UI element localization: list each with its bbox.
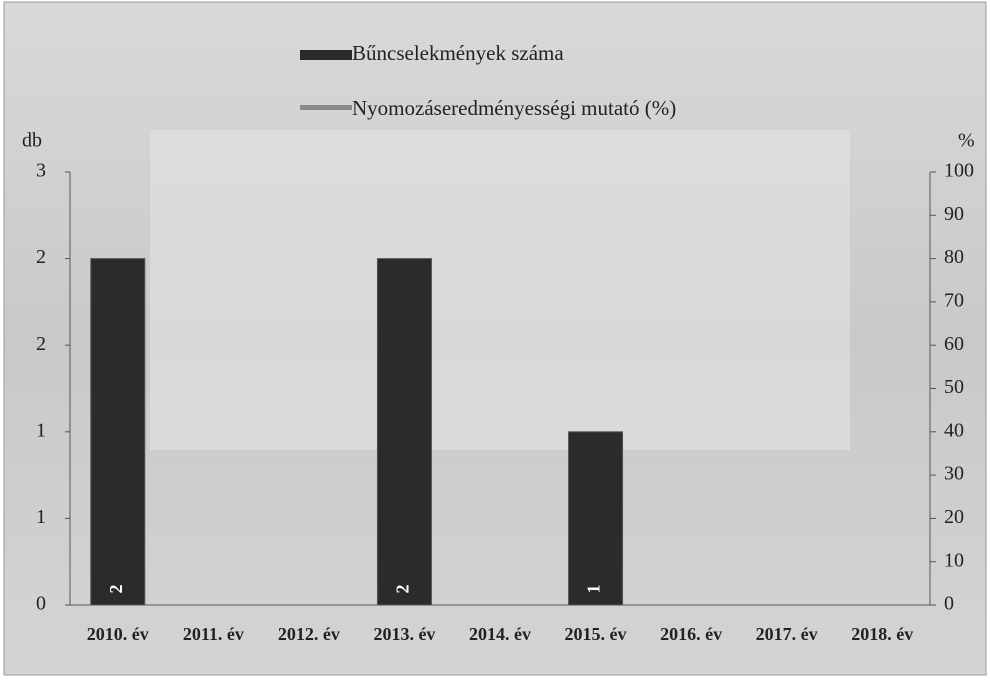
y2-tick-label: 100 xyxy=(944,160,974,182)
y-tick-label: 1 xyxy=(36,419,46,441)
y2-tick-label: 40 xyxy=(944,419,964,441)
bar xyxy=(90,258,146,606)
x-tick-label: 2017. év xyxy=(756,624,818,644)
x-tick-label: 2010. év xyxy=(87,624,149,644)
y-tick-label: 1 xyxy=(36,506,46,528)
x-tick-label: 2013. év xyxy=(373,624,435,644)
value-label: 1 xyxy=(584,585,604,594)
x-tick-label: 2011. év xyxy=(183,624,244,644)
value-label: 2 xyxy=(106,585,126,594)
y2-tick-label: 70 xyxy=(944,289,964,311)
y-tick-label: 2 xyxy=(36,333,46,355)
y-tick-label: 2 xyxy=(36,246,46,268)
x-tick-label: 2012. év xyxy=(278,624,340,644)
background-building xyxy=(150,130,850,450)
y2-tick-label: 80 xyxy=(944,246,964,268)
x-tick-label: 2016. év xyxy=(660,624,722,644)
y2-tick-label: 60 xyxy=(944,333,964,355)
y-tick-label: 0 xyxy=(36,593,46,615)
y-axis-label: db xyxy=(22,130,42,152)
y2-tick-label: 90 xyxy=(944,203,964,225)
legend-swatch xyxy=(300,50,352,60)
bar xyxy=(376,258,432,606)
legend-label: Bűncselekmények száma xyxy=(352,41,564,65)
y2-tick-label: 10 xyxy=(944,549,964,571)
x-tick-label: 2015. év xyxy=(565,624,627,644)
x-tick-label: 2014. év xyxy=(469,624,531,644)
bar xyxy=(568,431,624,606)
y2-tick-label: 20 xyxy=(944,506,964,528)
y2-tick-label: 30 xyxy=(944,463,964,485)
value-label: 2 xyxy=(393,585,413,594)
x-tick-label: 2018. év xyxy=(851,624,913,644)
legend-label: Nyomozáseredményességi mutató (%) xyxy=(352,96,676,120)
y2-axis-label: % xyxy=(958,130,975,152)
y2-tick-label: 0 xyxy=(944,593,954,615)
y-tick-label: 3 xyxy=(36,160,46,182)
y2-tick-label: 50 xyxy=(944,376,964,398)
legend-swatch xyxy=(300,105,352,110)
